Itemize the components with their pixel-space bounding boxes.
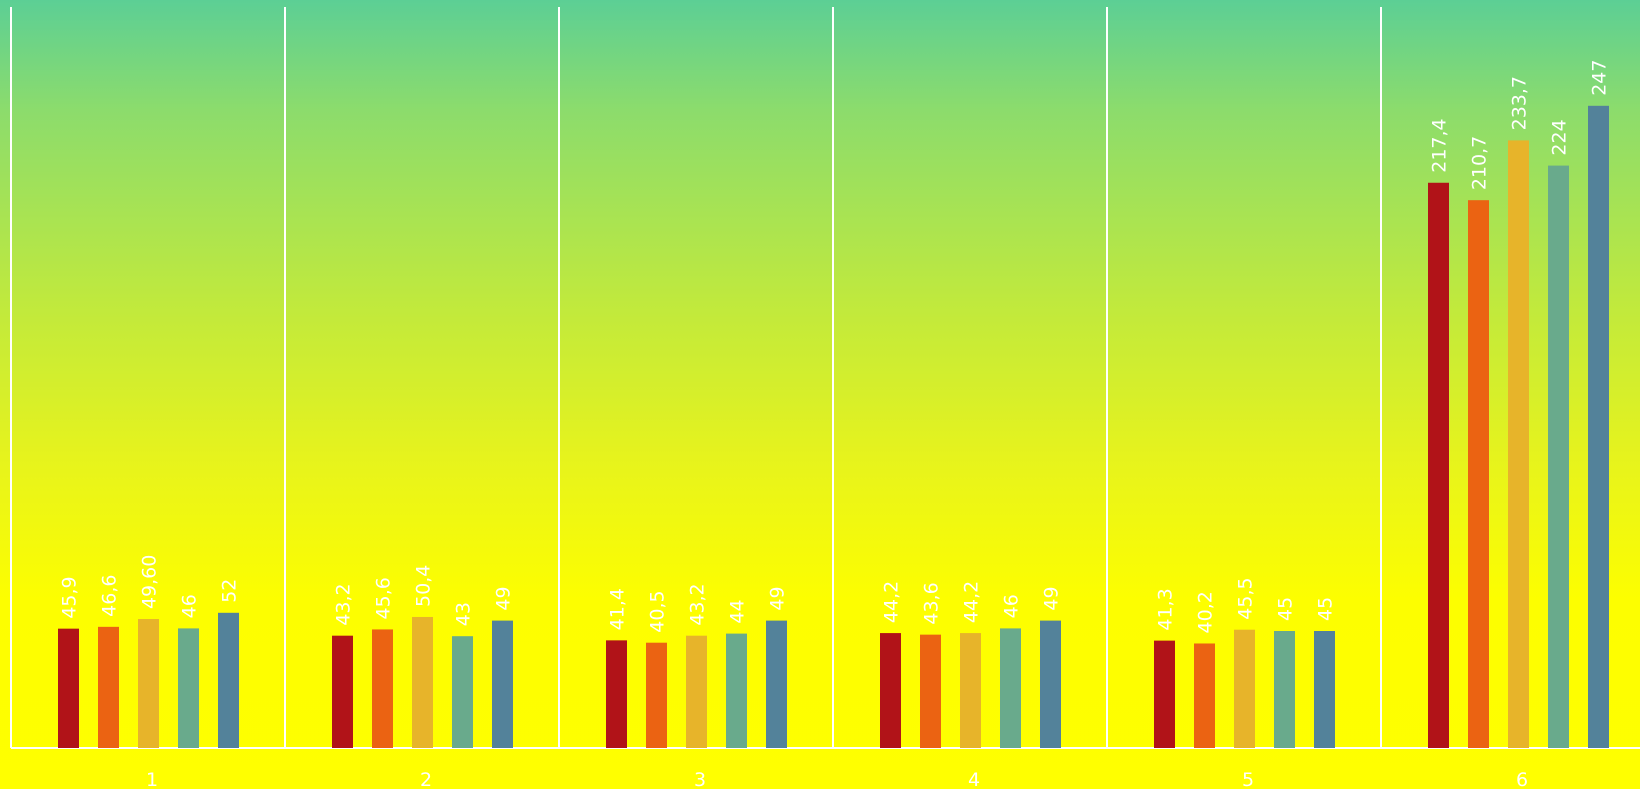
data-label: 44 xyxy=(727,599,749,623)
data-label: 49 xyxy=(493,586,515,610)
data-label: 217,4 xyxy=(1429,118,1451,172)
category-label: 1 xyxy=(146,769,158,789)
data-label: 43,2 xyxy=(333,583,355,625)
data-label: 49 xyxy=(1041,586,1063,610)
category-label: 6 xyxy=(1516,769,1528,789)
data-label: 210,7 xyxy=(1469,136,1491,190)
data-label: 49,60 xyxy=(139,555,161,609)
data-label: 43 xyxy=(453,602,475,626)
category-labels: 1 2 3 4 5 6 xyxy=(146,769,1528,789)
data-label: 52 xyxy=(219,579,241,603)
gridlines xyxy=(10,7,1640,749)
bar xyxy=(726,633,747,748)
value-labels: 45,9 46,6 49,60 46 52 43,2 45,6 50,4 43 49 41,4 40,… xyxy=(59,60,1611,634)
data-label: 40,2 xyxy=(1195,591,1217,633)
bar xyxy=(332,635,353,748)
category-label: 5 xyxy=(1242,769,1254,789)
bar xyxy=(138,619,159,748)
data-label: 43,2 xyxy=(687,583,709,625)
bar xyxy=(1468,200,1489,748)
category-label: 3 xyxy=(694,769,706,789)
bar xyxy=(1548,165,1569,749)
data-label: 45 xyxy=(1315,597,1337,621)
data-label: 40,5 xyxy=(647,590,669,632)
bar xyxy=(1274,631,1295,748)
bar xyxy=(1508,140,1529,748)
bar xyxy=(412,616,433,748)
bar xyxy=(920,634,941,748)
data-label: 233,7 xyxy=(1509,76,1531,130)
bar xyxy=(1154,640,1175,748)
bar xyxy=(372,629,393,748)
bar xyxy=(1040,620,1061,748)
bar xyxy=(766,620,787,748)
data-label: 45 xyxy=(1275,597,1297,621)
data-label: 49 xyxy=(767,586,789,610)
bar xyxy=(58,628,79,748)
data-label: 50,4 xyxy=(413,565,435,607)
bar xyxy=(452,636,473,748)
data-label: 41,4 xyxy=(607,588,629,630)
data-label: 45,9 xyxy=(59,576,81,618)
data-label: 45,6 xyxy=(373,577,395,619)
data-label: 45,5 xyxy=(1235,577,1257,619)
bar xyxy=(686,635,707,748)
bar xyxy=(178,628,199,748)
bar xyxy=(492,620,513,748)
data-label: 43,6 xyxy=(921,582,943,624)
bar xyxy=(1314,631,1335,748)
bar xyxy=(98,626,119,748)
data-label: 247 xyxy=(1589,60,1611,96)
bar xyxy=(1588,105,1609,749)
bar xyxy=(218,612,239,748)
data-label: 46,6 xyxy=(99,575,121,617)
category-label: 2 xyxy=(420,769,432,789)
data-label: 224 xyxy=(1549,119,1571,155)
data-label: 46 xyxy=(179,594,201,618)
bar xyxy=(960,633,981,748)
bar xyxy=(1194,643,1215,748)
data-label: 44,2 xyxy=(881,581,903,623)
bar xyxy=(606,640,627,748)
bar xyxy=(1234,629,1255,748)
bar xyxy=(880,633,901,748)
data-label: 44,2 xyxy=(961,581,983,623)
category-label: 4 xyxy=(968,769,980,789)
data-label: 46 xyxy=(1001,594,1023,618)
bar xyxy=(1000,628,1021,748)
bars xyxy=(58,105,1609,749)
bar xyxy=(646,642,667,748)
data-label: 41,3 xyxy=(1155,588,1177,630)
bar xyxy=(1428,182,1449,748)
